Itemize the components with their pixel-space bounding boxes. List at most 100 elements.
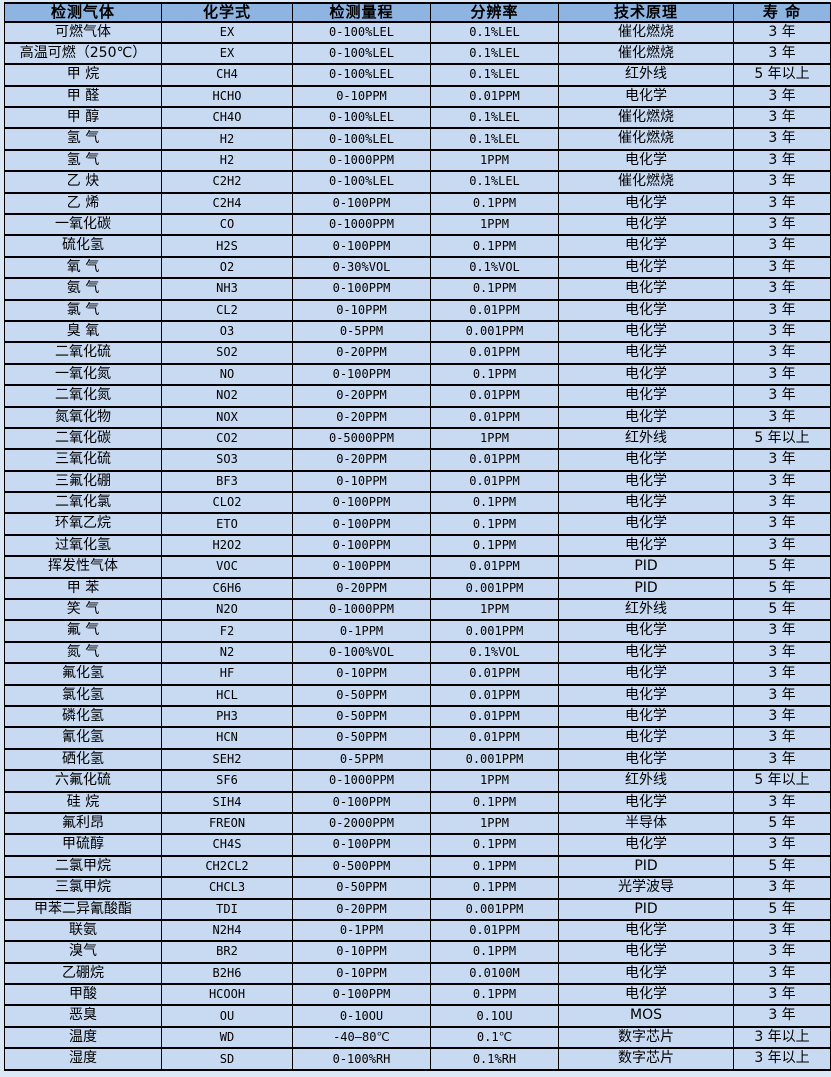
cell-formula: N2H4: [161, 918, 293, 943]
table-row: 甲 苯 C6H6 0-20PPM 0.001PPM PID 5 年: [4, 576, 831, 601]
cell-lifetime: 3 年: [733, 170, 831, 194]
table-row: 氧 气 O2 0-30%VOL 0.1%VOL 电化学 3 年: [4, 255, 831, 280]
cell-gas-name: 乙 炔: [4, 170, 162, 194]
cell-range: 0-500PPM: [292, 854, 431, 879]
cell-principle: 红外线: [558, 769, 734, 793]
table-row: 二氧化氮 NO2 0-20PPM 0.01PPM 电化学 3 年: [4, 384, 831, 408]
cell-lifetime: 3 年: [733, 341, 831, 365]
cell-resolution: 0.1PPM: [430, 512, 559, 536]
cell-principle: 催化燃烧: [558, 41, 734, 66]
cell-formula: CH2CL2: [161, 854, 293, 879]
cell-formula: CH4S: [161, 833, 293, 857]
cell-lifetime: 5 年: [733, 555, 831, 579]
cell-range: 0-100PPM: [292, 234, 431, 258]
cell-range: 0-100PPM: [292, 491, 431, 515]
cell-resolution: 0.01PPM: [430, 683, 559, 708]
cell-principle: PID: [558, 854, 734, 879]
cell-resolution: 1PPM: [430, 811, 559, 836]
cell-principle: 电化学: [558, 790, 734, 814]
cell-lifetime: 3 年以上: [733, 1025, 831, 1050]
cell-resolution: 0.01PPM: [430, 405, 559, 429]
cell-principle: 电化学: [558, 833, 734, 857]
cell-range: 0-50PPM: [292, 683, 431, 708]
cell-principle: 电化学: [558, 319, 734, 344]
cell-gas-name: 挥发性气体: [4, 555, 162, 579]
table-row: 甲硫醇 CH4S 0-100PPM 0.1PPM 电化学 3 年: [4, 833, 831, 857]
cell-lifetime: 3 年: [733, 683, 831, 708]
cell-resolution: 0.1PPM: [430, 362, 559, 387]
cell-formula: H2O2: [161, 533, 293, 558]
cell-resolution: 0.1PPM: [430, 234, 559, 258]
cell-resolution: 0.1%LEL: [430, 63, 559, 87]
cell-resolution: 0.01PPM: [430, 384, 559, 408]
cell-lifetime: 3 年: [733, 234, 831, 258]
cell-formula: SD: [161, 1047, 293, 1071]
table-body: 可燃气体 EX 0-100%LEL 0.1%LEL 催化燃烧 3 年高温可燃（250℃） E…: [4, 20, 831, 1071]
cell-range: 0-30%VOL: [292, 255, 431, 280]
cell-formula: TDI: [161, 897, 293, 921]
cell-range: 0-100%LEL: [292, 20, 431, 44]
table-row: 三氧化硫 SO3 0-20PPM 0.01PPM 电化学 3 年: [4, 448, 831, 472]
cell-range: 0-100%LEL: [292, 41, 431, 66]
header-cell-range: 检测量程: [292, 2, 431, 23]
cell-resolution: 0.1OU: [430, 1004, 559, 1028]
cell-range: 0-100PPM: [292, 790, 431, 814]
cell-formula: C2H2: [161, 170, 293, 194]
cell-gas-name: 二氯甲烷: [4, 854, 162, 879]
cell-resolution: 0.01PPM: [430, 298, 559, 322]
cell-principle: 电化学: [558, 662, 734, 686]
cell-resolution: 1PPM: [430, 426, 559, 451]
table-row: 氟利昂 FREON 0-2000PPM 1PPM 半导体 5 年: [4, 811, 831, 836]
cell-lifetime: 3 年: [733, 255, 831, 280]
table-row: 恶臭 OU 0-10OU 0.1OU MOS 3 年: [4, 1004, 831, 1028]
cell-range: 0-100%LEL: [292, 127, 431, 151]
header-cell-lifetime: 寿 命: [733, 2, 831, 23]
cell-lifetime: 3 年: [733, 918, 831, 943]
cell-resolution: 0.1%RH: [430, 1047, 559, 1071]
cell-gas-name: 氟 气: [4, 619, 162, 643]
cell-range: 0-1000PPM: [292, 769, 431, 793]
cell-range: 0-50PPM: [292, 726, 431, 750]
cell-range: 0-10PPM: [292, 940, 431, 964]
cell-principle: 电化学: [558, 704, 734, 729]
cell-formula: SF6: [161, 769, 293, 793]
table-row: 氰化氢 HCN 0-50PPM 0.01PPM 电化学 3 年: [4, 726, 831, 750]
cell-lifetime: 3 年: [733, 747, 831, 772]
cell-lifetime: 3 年: [733, 277, 831, 301]
table-row: 二氧化硫 SO2 0-20PPM 0.01PPM 电化学 3 年: [4, 341, 831, 365]
cell-gas-name: 三氯甲烷: [4, 876, 162, 900]
cell-formula: VOC: [161, 555, 293, 579]
cell-resolution: 1PPM: [430, 148, 559, 173]
cell-formula: EX: [161, 41, 293, 66]
table-row: 一氧化碳 CO 0-1000PPM 1PPM 电化学 3 年: [4, 212, 831, 237]
cell-principle: 电化学: [558, 491, 734, 515]
table-row: 氯化氢 HCL 0-50PPM 0.01PPM 电化学 3 年: [4, 683, 831, 708]
cell-formula: F2: [161, 619, 293, 643]
cell-lifetime: 3 年: [733, 448, 831, 472]
cell-gas-name: 氨 气: [4, 277, 162, 301]
table-row: 乙硼烷 B2H6 0-10PPM 0.0100M 电化学 3 年: [4, 961, 831, 986]
table-row: 过氧化氢 H2O2 0-100PPM 0.1PPM 电化学 3 年: [4, 533, 831, 558]
cell-lifetime: 3 年: [733, 662, 831, 686]
cell-range: 0-1PPM: [292, 619, 431, 643]
header-cell-gas-name: 检测气体: [4, 2, 162, 23]
cell-resolution: 0.01PPM: [430, 918, 559, 943]
table-row: 氟 气 F2 0-1PPM 0.001PPM 电化学 3 年: [4, 619, 831, 643]
cell-principle: 电化学: [558, 619, 734, 643]
cell-resolution: 0.1%LEL: [430, 170, 559, 194]
cell-principle: 催化燃烧: [558, 20, 734, 44]
table-row: 三氯甲烷 CHCL3 0-50PPM 0.1PPM 光学波导 3 年: [4, 876, 831, 900]
cell-principle: 电化学: [558, 191, 734, 216]
cell-lifetime: 5 年以上: [733, 769, 831, 793]
cell-gas-name: 乙硼烷: [4, 961, 162, 986]
cell-principle: PID: [558, 897, 734, 921]
table-row: 环氧乙烷 ETO 0-100PPM 0.1PPM 电化学 3 年: [4, 512, 831, 536]
cell-range: 0-10PPM: [292, 469, 431, 494]
cell-gas-name: 甲 醇: [4, 106, 162, 130]
cell-range: 0-10OU: [292, 1004, 431, 1028]
cell-resolution: 1PPM: [430, 598, 559, 622]
cell-formula: HCL: [161, 683, 293, 708]
cell-principle: 电化学: [558, 726, 734, 750]
cell-principle: 催化燃烧: [558, 106, 734, 130]
cell-principle: 电化学: [558, 148, 734, 173]
